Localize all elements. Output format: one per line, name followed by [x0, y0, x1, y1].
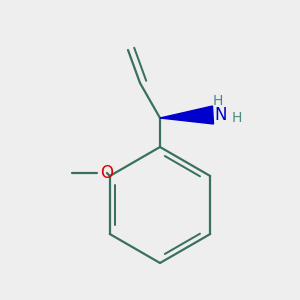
Text: H: H: [231, 111, 242, 125]
Text: O: O: [100, 164, 113, 182]
Polygon shape: [160, 106, 214, 124]
Text: H: H: [213, 94, 223, 108]
Text: N: N: [215, 106, 227, 124]
